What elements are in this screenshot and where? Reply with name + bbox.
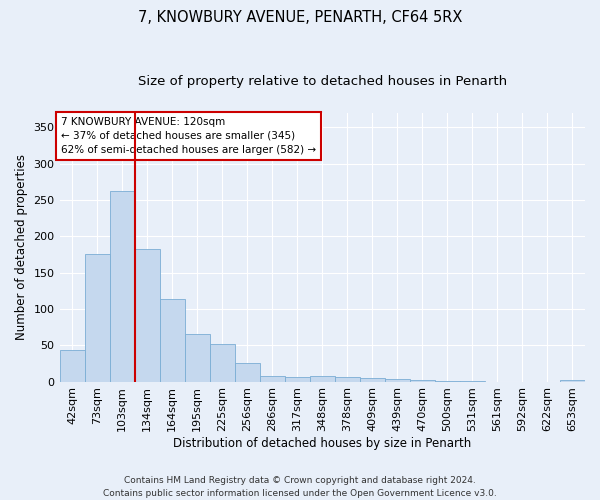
Bar: [185, 334, 209, 382]
Text: 7, KNOWBURY AVENUE, PENARTH, CF64 5RX: 7, KNOWBURY AVENUE, PENARTH, CF64 5RX: [138, 10, 462, 25]
Bar: [110, 191, 134, 382]
Bar: [285, 377, 310, 382]
Bar: [385, 380, 410, 382]
Text: Contains HM Land Registry data © Crown copyright and database right 2024.
Contai: Contains HM Land Registry data © Crown c…: [103, 476, 497, 498]
Bar: [85, 254, 110, 382]
Bar: [410, 380, 435, 382]
Text: 7 KNOWBURY AVENUE: 120sqm
← 37% of detached houses are smaller (345)
62% of semi: 7 KNOWBURY AVENUE: 120sqm ← 37% of detac…: [61, 117, 316, 155]
Title: Size of property relative to detached houses in Penarth: Size of property relative to detached ho…: [138, 75, 507, 88]
Bar: [560, 380, 585, 382]
Bar: [260, 376, 285, 382]
Bar: [209, 344, 235, 382]
Bar: [460, 381, 485, 382]
X-axis label: Distribution of detached houses by size in Penarth: Distribution of detached houses by size …: [173, 437, 472, 450]
Bar: [435, 381, 460, 382]
Bar: [310, 376, 335, 382]
Bar: [335, 377, 360, 382]
Bar: [235, 364, 260, 382]
Bar: [134, 248, 160, 382]
Bar: [59, 350, 85, 382]
Bar: [160, 300, 185, 382]
Y-axis label: Number of detached properties: Number of detached properties: [15, 154, 28, 340]
Bar: [360, 378, 385, 382]
